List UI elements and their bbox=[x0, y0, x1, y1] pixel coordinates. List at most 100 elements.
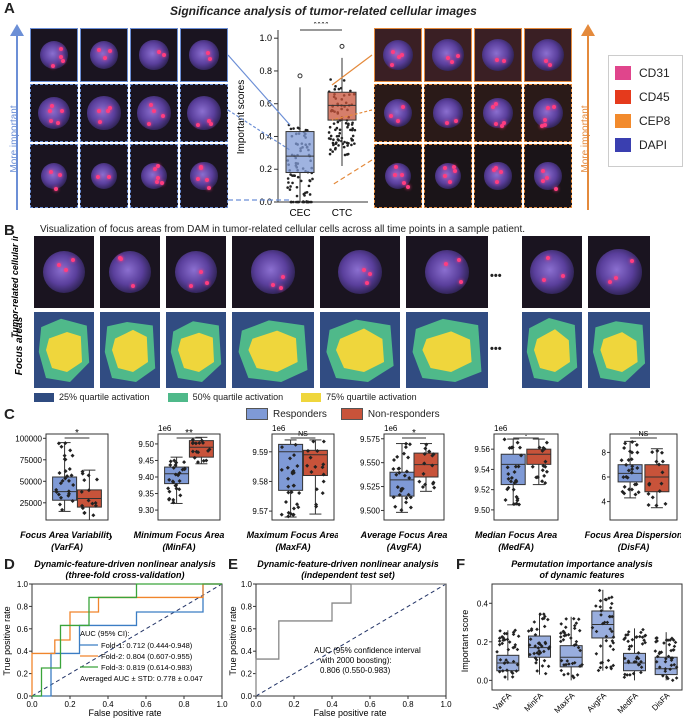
data-point bbox=[190, 437, 195, 442]
data-point bbox=[654, 660, 659, 664]
data-point bbox=[626, 458, 631, 463]
data-point bbox=[397, 470, 402, 475]
data-point bbox=[344, 121, 348, 125]
data-point bbox=[627, 647, 632, 651]
data-point bbox=[642, 638, 646, 642]
signal-spot bbox=[209, 122, 214, 127]
data-point bbox=[400, 486, 405, 491]
right-cell-tile bbox=[524, 28, 572, 82]
data-point bbox=[572, 675, 576, 680]
data-point bbox=[636, 490, 641, 495]
signal-spot bbox=[629, 259, 634, 264]
data-point bbox=[571, 616, 576, 621]
q75-region bbox=[112, 329, 148, 372]
data-point bbox=[296, 175, 300, 179]
signal-spot bbox=[196, 123, 201, 128]
y-tick-label: 9.56 bbox=[474, 445, 490, 454]
data-point bbox=[295, 502, 300, 507]
data-point bbox=[497, 639, 502, 643]
data-point bbox=[626, 468, 631, 473]
y-tick-label: 100000 bbox=[15, 434, 42, 443]
data-point bbox=[621, 475, 626, 480]
data-point bbox=[533, 644, 538, 648]
signal-spot bbox=[107, 48, 112, 53]
data-point bbox=[56, 441, 61, 446]
signal-spot bbox=[56, 120, 61, 125]
data-point bbox=[564, 617, 568, 621]
data-point bbox=[578, 664, 582, 669]
x-tick-label: 0.4 bbox=[326, 700, 338, 709]
data-point bbox=[320, 465, 325, 470]
signal-spot bbox=[51, 64, 56, 69]
data-point bbox=[626, 659, 631, 663]
data-point bbox=[530, 464, 535, 469]
signal-spot bbox=[493, 121, 498, 126]
focus-area-map bbox=[588, 312, 650, 388]
panel-e-note3: 0.806 (0.550-0.983) bbox=[320, 666, 391, 675]
data-point bbox=[594, 604, 598, 608]
fold1-label: Fold-1: 0.712 (0.444-0.948) bbox=[101, 641, 193, 650]
cat-label-ctc: CTC bbox=[332, 208, 353, 219]
data-point bbox=[65, 474, 70, 479]
data-point bbox=[559, 658, 564, 663]
left-cell-tile bbox=[180, 144, 228, 208]
data-point bbox=[171, 500, 176, 505]
data-point bbox=[561, 629, 566, 634]
y-tick-label: 0.4 bbox=[259, 131, 272, 141]
data-point bbox=[394, 472, 399, 477]
left-cell-tile bbox=[180, 84, 228, 142]
data-point bbox=[351, 134, 355, 138]
signal-spot bbox=[494, 179, 499, 184]
data-point bbox=[197, 441, 202, 446]
right-cell-tile bbox=[474, 84, 522, 142]
data-point bbox=[349, 89, 352, 93]
data-point bbox=[59, 495, 64, 500]
signal-spot bbox=[493, 102, 498, 107]
panel-e-note2: with 2000 boosting): bbox=[319, 656, 392, 665]
data-point bbox=[180, 467, 185, 472]
data-point bbox=[542, 624, 547, 629]
data-point bbox=[597, 588, 602, 593]
data-point bbox=[66, 489, 71, 494]
panel-f-letter: F bbox=[456, 556, 466, 573]
data-point bbox=[288, 456, 293, 461]
data-point bbox=[543, 464, 548, 469]
data-point bbox=[630, 464, 635, 469]
data-point bbox=[535, 669, 539, 673]
data-point bbox=[420, 485, 425, 490]
x-tick-label: 0.2 bbox=[288, 700, 300, 709]
x-tick-label: MinFA bbox=[523, 691, 546, 714]
y-tick-label: 0.6 bbox=[259, 99, 272, 109]
signal-spot bbox=[502, 120, 506, 125]
data-point bbox=[567, 662, 571, 666]
data-point bbox=[623, 636, 627, 640]
left-cell-tile bbox=[180, 28, 228, 82]
timepoint-cell-image bbox=[522, 236, 582, 308]
signal-spot bbox=[554, 187, 559, 192]
data-point bbox=[604, 634, 609, 639]
y-tick-label: 0.4 bbox=[477, 599, 489, 608]
data-point bbox=[327, 131, 331, 134]
data-point bbox=[663, 501, 668, 506]
data-point bbox=[596, 668, 601, 673]
y-tick-label: 9.54 bbox=[474, 465, 490, 474]
data-point bbox=[657, 462, 662, 467]
signal-spot bbox=[58, 47, 63, 52]
data-point bbox=[422, 451, 427, 456]
data-point bbox=[527, 643, 532, 647]
data-point bbox=[542, 658, 547, 663]
data-point bbox=[343, 153, 347, 157]
q75-swatch bbox=[301, 392, 322, 402]
data-point bbox=[504, 658, 508, 662]
x-tick-label: 0.8 bbox=[402, 700, 414, 709]
signal-spot bbox=[154, 180, 159, 185]
focus-area-map bbox=[34, 312, 94, 388]
y-tick-label: 0.2 bbox=[259, 164, 272, 174]
signal-spot bbox=[97, 48, 102, 53]
signal-spot bbox=[542, 123, 547, 128]
data-point bbox=[299, 179, 303, 183]
data-point bbox=[653, 649, 658, 653]
data-point bbox=[178, 493, 183, 498]
signal-spot bbox=[449, 60, 454, 64]
right-cell-tile bbox=[474, 144, 522, 208]
